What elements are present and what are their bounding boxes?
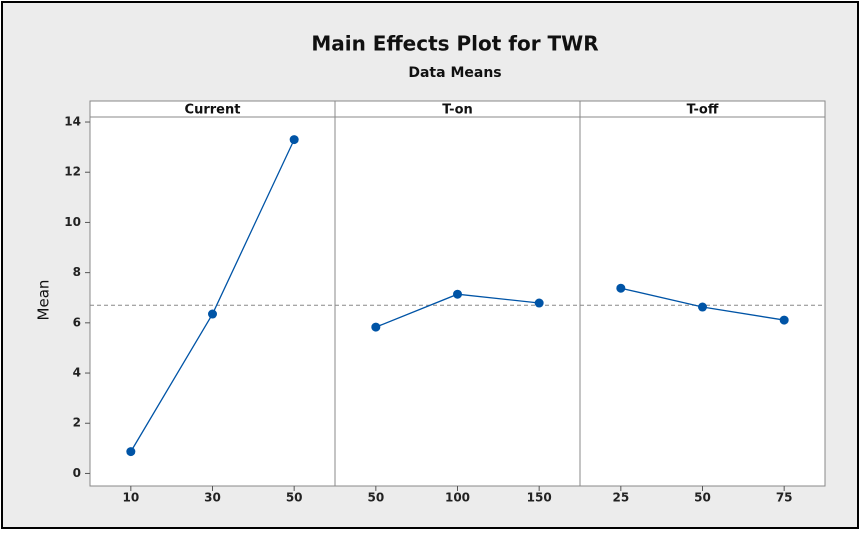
x-tick-label: 50 bbox=[286, 491, 303, 505]
point bbox=[371, 322, 381, 332]
point bbox=[126, 447, 136, 457]
y-tick-label: 4 bbox=[73, 366, 81, 380]
y-tick-label: 14 bbox=[64, 115, 81, 129]
y-tick-label: 2 bbox=[73, 416, 81, 430]
y-tick-label: 10 bbox=[64, 215, 81, 229]
chart-subtitle: Data Means bbox=[408, 65, 501, 81]
y-tick-label: 12 bbox=[64, 165, 81, 179]
chart-title: Main Effects Plot for TWR bbox=[311, 32, 598, 56]
point bbox=[616, 283, 626, 293]
x-tick-label: 50 bbox=[694, 491, 711, 505]
x-tick-label: 50 bbox=[367, 491, 384, 505]
panel-title: T-off bbox=[687, 103, 719, 118]
point bbox=[534, 298, 544, 308]
panel-title: Current bbox=[185, 103, 241, 118]
point bbox=[698, 302, 707, 312]
point bbox=[208, 309, 217, 319]
point bbox=[779, 315, 789, 325]
point bbox=[453, 289, 462, 299]
x-tick-label: 75 bbox=[776, 491, 793, 505]
y-tick-label: 6 bbox=[73, 315, 81, 329]
y-axis-label: Mean bbox=[35, 280, 53, 321]
y-tick-label: 0 bbox=[73, 466, 81, 480]
y-tick-label: 8 bbox=[73, 265, 81, 279]
x-tick-label: 25 bbox=[612, 491, 629, 505]
x-tick-label: 100 bbox=[445, 491, 470, 505]
x-tick-label: 10 bbox=[122, 491, 139, 505]
x-tick-label: 150 bbox=[527, 491, 552, 505]
point bbox=[289, 135, 299, 145]
x-tick-label: 30 bbox=[204, 491, 221, 505]
panel-title: T-on bbox=[442, 103, 473, 118]
